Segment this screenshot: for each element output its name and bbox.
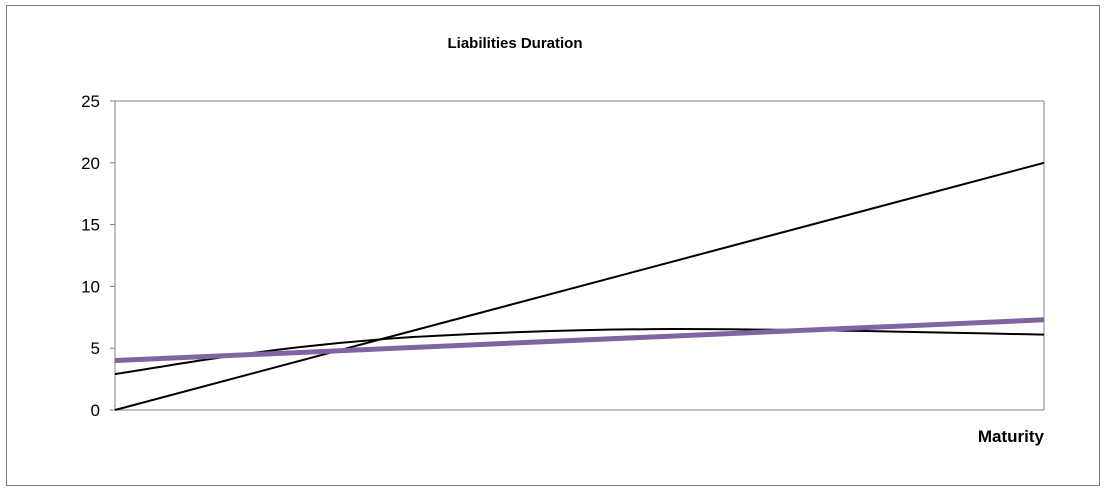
y-tick-label: 0 [91,401,100,420]
y-tick-label: 25 [81,92,100,111]
y-axis-ticks: 0 5 10 15 20 25 [81,92,115,420]
series-2-line [114,328,1045,376]
series-lines [114,161,1045,411]
series-3-line [114,317,1045,364]
series-1-line [114,161,1045,411]
y-tick-label: 5 [91,339,100,358]
y-tick-label: 10 [81,277,100,296]
y-tick-label: 15 [81,216,100,235]
x-axis-label: Maturity [978,427,1045,446]
chart-frame [6,5,1100,486]
y-tick-label: 20 [81,154,100,173]
chart-title: Liabilities Duration [447,35,582,52]
